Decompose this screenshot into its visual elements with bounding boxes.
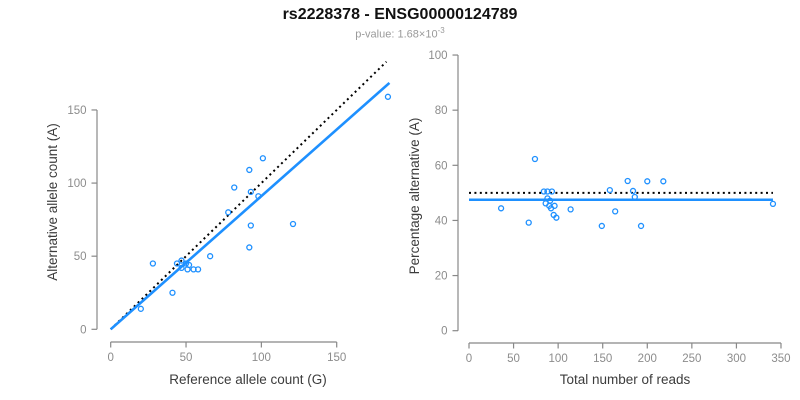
x-tick-label: 150 [327,352,346,364]
y-tick-label: 60 [435,160,448,172]
x-tick-label: 350 [771,353,790,365]
data-point [247,222,254,229]
data-point [637,222,645,230]
x-axis-title: Reference allele count (G) [169,372,327,387]
data-point [547,205,555,212]
variant-gene-title: rs2228378 - ENSG00000124789 [282,6,518,23]
data-point [612,208,619,215]
x-tick-label: 50 [507,353,520,365]
p-value-coefficient: 1.68 [397,28,419,41]
y-tick-label: 80 [435,105,448,117]
data-point [660,178,667,185]
x-tick-label: 300 [727,353,746,365]
data-point [247,188,254,196]
y-axis-title: Alternative allele count (A) [45,123,60,281]
data-point [169,289,176,296]
x-tick-label: 100 [252,352,271,364]
data-point [548,188,556,195]
x-tick-label: 200 [638,353,657,365]
data-point [644,178,651,185]
y-tick-label: 100 [428,50,447,62]
data-point [384,93,392,100]
y-axis-title: Percentage alternative (A) [407,118,422,275]
data-point [624,177,631,185]
data-point [259,155,267,162]
data-point [631,193,638,201]
x-tick-label: 0 [466,353,472,365]
data-point [497,205,505,212]
y-tick-label: 100 [67,178,86,190]
data-point [149,260,157,267]
data-point [231,184,238,191]
y-tick-label: 50 [74,251,87,263]
data-point [567,206,574,213]
y-tick-label: 0 [441,326,447,338]
data-point [525,219,532,226]
x-tick-label: 100 [549,353,568,365]
data-point [178,257,185,264]
data-point [194,266,202,273]
p-value-exponent: -3 [437,26,445,35]
data-point [178,264,185,272]
data-point [225,209,232,216]
y-tick-label: 40 [435,215,448,227]
data-point [182,260,190,267]
p-value-subtitle: p-value: 1.68×10-3 [0,26,800,41]
percentage-scatter-plot: 0 50 100 150 200 250 300 350 0 20 40 60 80 100 Total n… [407,50,791,387]
data-point [598,222,605,230]
data-point [540,188,548,195]
data-point [531,155,539,163]
data-point [553,214,560,221]
data-point [606,186,613,194]
data-point [246,244,253,251]
p-value-prefix: p-value: [355,28,398,41]
data-point [769,200,777,208]
x-axis-title: Total number of reads [560,372,691,387]
y-tick-label: 150 [67,105,86,117]
data-point [173,260,181,267]
x-tick-label: 250 [682,353,701,365]
data-point [289,220,297,228]
data-point [255,193,262,200]
figure-title: rs2228378 - ENSG00000124789 [0,6,800,24]
x-tick-label: 150 [593,353,612,365]
data-point [137,305,144,312]
regression-line [109,81,391,331]
y-tick-label: 0 [80,324,86,336]
y-tick-label: 20 [435,271,448,283]
data-point [206,253,214,260]
x-tick-label: 50 [180,352,193,364]
x-tick-label: 0 [107,352,113,364]
identity-line [110,60,388,331]
data-point [246,166,253,174]
data-point [629,187,637,195]
p-value-multiplier: ×10 [418,28,438,41]
data-point [184,266,191,273]
